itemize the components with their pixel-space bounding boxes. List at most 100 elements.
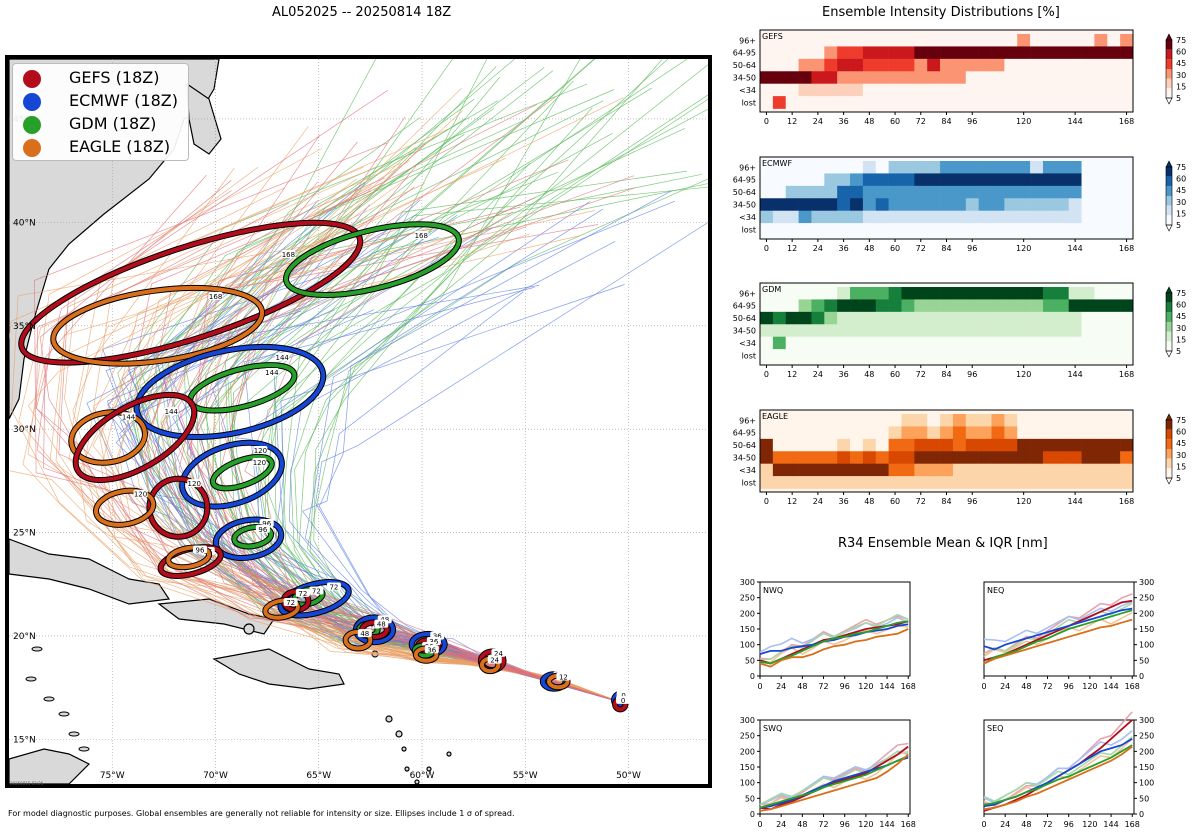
heatmap-cell <box>952 46 967 60</box>
heatmap-cell <box>940 324 954 337</box>
heatmap-cell <box>1030 198 1044 211</box>
heatmap-row-label: 96+ <box>739 163 756 172</box>
heatmap-cell <box>978 185 992 199</box>
heatmap-cell <box>952 71 967 84</box>
heatmap-cell <box>1107 210 1121 224</box>
heatmap-cell <box>772 451 787 464</box>
heatmap-row-label: 50-64 <box>733 441 756 450</box>
heatmap-cell <box>798 210 812 224</box>
heatmap-row-label: <34 <box>739 86 756 95</box>
heatmap-cell <box>952 83 967 97</box>
heatmap-cell <box>798 336 812 350</box>
heatmap-cell <box>940 349 954 362</box>
heatmap-cell <box>1107 299 1121 313</box>
heatmap-cell <box>862 173 877 187</box>
heatmap-cell <box>991 463 1005 477</box>
heatmap-cell <box>850 349 864 362</box>
heatmap-cell <box>837 161 851 174</box>
heatmap-cell <box>978 161 992 174</box>
heatmap-cell <box>1094 223 1108 236</box>
heatmap-cell <box>1120 299 1134 313</box>
heatmap-cell <box>1068 96 1082 109</box>
heatmap-cell <box>772 185 787 199</box>
heatmap-x-tick-label: 48 <box>864 117 874 126</box>
island <box>43 696 55 702</box>
r34-y-tick-label: 0 <box>1139 672 1144 681</box>
heatmap-cell <box>1068 414 1082 427</box>
heatmap-cell <box>824 46 838 60</box>
heatmap-cell <box>965 349 979 362</box>
heatmap-x-tick-label: 0 <box>764 117 769 126</box>
r34-x-tick-label: 24 <box>776 820 786 829</box>
colorbar-tick-label: 5 <box>1176 347 1181 356</box>
heatmap-cell <box>901 451 915 464</box>
ellipse-label: 48 <box>357 629 372 638</box>
heatmap-cell <box>875 161 889 174</box>
heatmap-cell <box>1055 198 1069 211</box>
heatmap-x-tick-label: 0 <box>764 370 769 379</box>
heatmap-cell <box>837 311 851 325</box>
heatmap-cell <box>837 58 851 72</box>
ellipse-eagle <box>263 598 300 620</box>
heatmap-cell <box>862 46 877 60</box>
heatmap-cell <box>1094 198 1108 211</box>
ellipse-ecmwf <box>278 580 351 618</box>
heatmap-cell <box>1017 185 1031 199</box>
heatmap-cell <box>991 426 1005 440</box>
heatmap-cell <box>772 46 787 60</box>
heatmap-cell <box>1042 336 1057 350</box>
r34-mean-eagle <box>759 753 909 812</box>
label-bg <box>424 645 439 654</box>
heatmap-cell <box>1004 210 1018 224</box>
heatmap-cell <box>1017 451 1031 464</box>
heatmap-cell <box>901 83 915 97</box>
heatmap-cell <box>1094 161 1108 174</box>
heatmap-cell <box>837 451 851 464</box>
heatmap-cell <box>811 198 825 211</box>
heatmap-cell <box>1107 336 1121 350</box>
heatmap-x-tick-label: 12 <box>787 497 797 506</box>
heatmap-cell <box>875 287 889 300</box>
colorbar-segment <box>1166 468 1172 478</box>
r34-x-tick-label: 72 <box>818 820 828 829</box>
heatmap-cell <box>798 83 812 97</box>
island <box>404 766 410 772</box>
label-bg <box>616 695 631 704</box>
heatmap-cell <box>1094 311 1108 325</box>
footnote: For model diagnostic purposes. Global en… <box>8 809 515 818</box>
heatmap-cell <box>978 96 992 109</box>
heatmap-cell <box>875 451 889 464</box>
heatmap-cell <box>927 185 941 199</box>
colorbar-segment <box>1166 78 1172 89</box>
colorbar-segment <box>1166 196 1172 206</box>
heatmap-cell <box>1004 311 1018 325</box>
track-map[interactable]: 168 168 168 144 144 144 144 120 120 120 120 96 96 96 9… <box>5 55 712 788</box>
lon-tick-label: 50°W <box>616 771 641 781</box>
ensemble-track-gefs <box>35 90 621 703</box>
heatmap-cell <box>978 438 992 452</box>
heatmap-cell <box>1094 451 1108 464</box>
heatmap-cell <box>901 71 915 84</box>
ellipse-gefs <box>147 476 210 539</box>
heatmap-cell <box>952 210 967 224</box>
ellipse-hour-label: 144 <box>276 354 290 362</box>
ellipse-hour-label: 12 <box>559 674 568 682</box>
heatmap-cell <box>760 426 774 440</box>
heatmap-cell <box>772 336 787 350</box>
heatmap-cell <box>785 299 799 313</box>
heatmap-cell <box>798 349 812 362</box>
ellipse-label: 0 <box>616 695 631 705</box>
heatmap-cell <box>1068 426 1082 440</box>
r34-title: R34 Ensemble Mean & IQR [nm] <box>838 536 1048 551</box>
ellipse-label: 120 <box>252 458 267 467</box>
heatmap-cell <box>1107 311 1121 325</box>
heatmap-cell <box>798 173 812 187</box>
heatmap-row-label: 64-95 <box>733 176 756 185</box>
ellipse-hour-label: 144 <box>122 413 136 421</box>
heatmap-cell <box>875 414 889 427</box>
heatmap-cell <box>927 173 941 187</box>
heatmap-row-label: <34 <box>739 339 756 348</box>
heatmap-cell <box>1055 210 1069 224</box>
heatmap-cell <box>1068 198 1082 211</box>
ellipse-gefs <box>19 220 363 365</box>
